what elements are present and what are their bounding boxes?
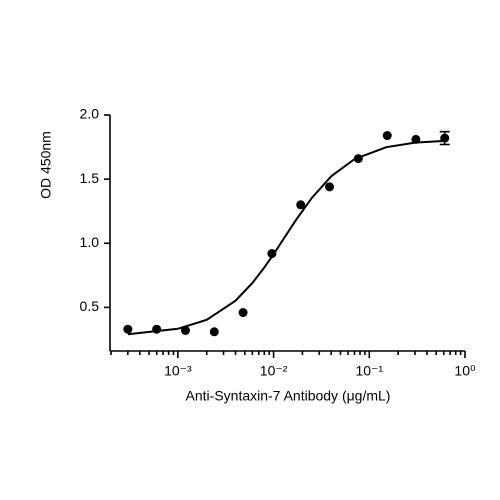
data-point: [353, 154, 363, 164]
data-point: [152, 324, 162, 334]
y-axis-label: OD 450nm: [38, 131, 54, 199]
data-point: [238, 308, 248, 318]
data-point: [123, 324, 133, 334]
y-tick-label: 2.0: [80, 106, 100, 122]
data-point: [209, 327, 219, 337]
fit-curve: [127, 139, 448, 336]
y-tick-label: 0.5: [80, 298, 100, 314]
data-point: [325, 182, 335, 192]
data-point: [411, 134, 421, 144]
x-axis-label: Anti-Syntaxin-7 Antibody (μg/mL): [186, 388, 391, 404]
x-tick-label: 10⁻²: [260, 363, 288, 379]
data-point: [180, 325, 190, 335]
x-tick-label: 10⁻³: [164, 363, 192, 379]
x-tick-label: 10⁻¹: [355, 363, 383, 379]
data-point: [440, 133, 450, 143]
data-point: [267, 249, 277, 259]
y-tick-label: 1.0: [80, 234, 100, 250]
data-point: [382, 131, 392, 141]
x-tick-label: 10⁰: [454, 363, 476, 379]
data-point: [296, 200, 306, 210]
y-tick-label: 1.5: [80, 170, 100, 186]
